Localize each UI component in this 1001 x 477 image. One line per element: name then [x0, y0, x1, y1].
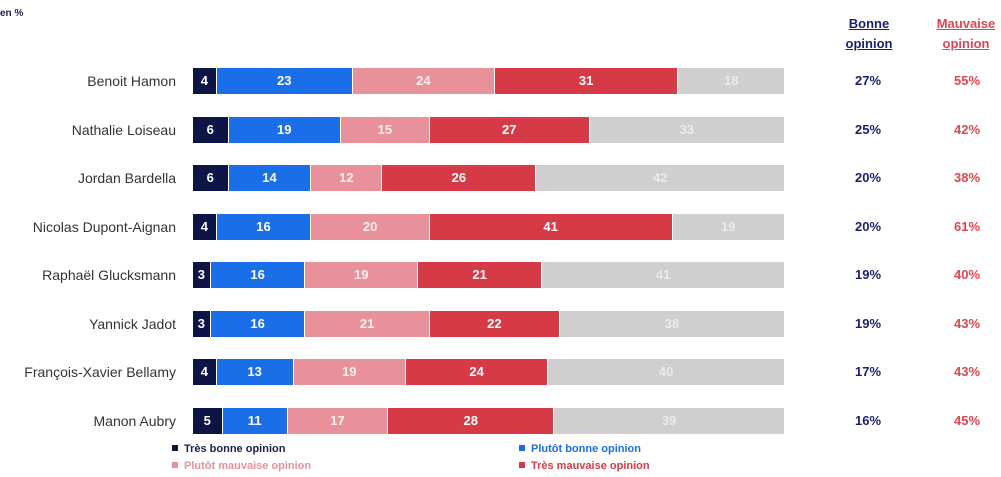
- bar-segment: 28: [388, 408, 554, 434]
- mauvaise-opinion-value: 43%: [953, 364, 981, 379]
- bar-segment: 42: [536, 165, 784, 191]
- legend-label: Très bonne opinion: [184, 443, 286, 455]
- bar-segment: 21: [305, 311, 429, 337]
- row-label: Yannick Jadot: [89, 316, 176, 332]
- legend-item: Très mauvaise opinion: [519, 460, 650, 472]
- bar-segment: 14: [228, 165, 311, 191]
- header-bonne-line1: Bonne: [848, 16, 890, 31]
- row-label: Manon Aubry: [93, 413, 177, 429]
- bonne-opinion-value: 20%: [854, 170, 882, 185]
- legend-label: Très mauvaise opinion: [531, 460, 650, 472]
- mauvaise-opinion-value: 55%: [953, 73, 981, 88]
- bar-segment: 19: [293, 359, 406, 385]
- bar-segment: 26: [382, 165, 536, 191]
- mauvaise-opinion-value: 45%: [953, 413, 981, 428]
- bar-segment: 24: [352, 68, 494, 94]
- bar-segment: 13: [216, 359, 293, 385]
- row-label: Jordan Bardella: [77, 170, 176, 186]
- header-mauvaise-line2: opinion: [942, 36, 990, 51]
- bonne-opinion-value: 20%: [854, 219, 882, 234]
- bar-segment: 4: [193, 359, 216, 385]
- bar-segment: 38: [560, 311, 784, 337]
- bar-segment: 4: [193, 68, 216, 94]
- legend-item: Plutôt bonne opinion: [519, 443, 641, 455]
- bar-segment: 19: [305, 262, 417, 288]
- row-label: Nathalie Loiseau: [71, 122, 176, 138]
- legend-label: Plutôt bonne opinion: [531, 443, 641, 455]
- bar-segment: 3: [193, 311, 210, 337]
- legend-swatch: [519, 445, 525, 451]
- bar-segment: 31: [494, 68, 678, 94]
- legend-item: Très bonne opinion: [172, 443, 285, 455]
- bar-segment: 16: [210, 262, 305, 288]
- bar-segment: 6: [193, 117, 228, 143]
- row-label: Benoit Hamon: [87, 73, 176, 89]
- bar-segment: 4: [193, 214, 216, 240]
- bar-segment: 11: [222, 408, 287, 434]
- bar-segment: 23: [216, 68, 352, 94]
- bar-segment: 33: [589, 117, 784, 143]
- legend-swatch: [172, 462, 178, 468]
- bar-segment: 27: [429, 117, 589, 143]
- bar-segment: 20: [311, 214, 429, 240]
- bar-segment: 6: [193, 165, 228, 191]
- bar-segment: 22: [429, 311, 560, 337]
- mauvaise-opinion-value: 40%: [953, 267, 981, 282]
- bonne-opinion-value: 19%: [854, 316, 882, 331]
- bar-segment: 19: [672, 214, 784, 240]
- bonne-opinion-value: 27%: [854, 73, 882, 88]
- bonne-opinion-value: 19%: [854, 267, 882, 282]
- unit-label: en %: [0, 8, 24, 19]
- legend-label: Plutôt mauvaise opinion: [184, 460, 312, 472]
- bar-segment: 17: [287, 408, 388, 434]
- bar-segment: 16: [210, 311, 305, 337]
- mauvaise-opinion-value: 43%: [953, 316, 981, 331]
- bar-segment: 41: [429, 214, 672, 240]
- legend-swatch: [172, 445, 178, 451]
- row-label: Nicolas Dupont-Aignan: [32, 219, 176, 235]
- bar-segment: 21: [417, 262, 542, 288]
- header-bonne-opinion: Bonne opinion: [829, 14, 909, 54]
- bar-segment: 41: [542, 262, 784, 288]
- mauvaise-opinion-value: 38%: [953, 170, 981, 185]
- bonne-opinion-value: 16%: [854, 413, 882, 428]
- mauvaise-opinion-value: 42%: [953, 122, 981, 137]
- bar-segment: 18: [678, 68, 784, 94]
- header-mauvaise-opinion: Mauvaise opinion: [926, 14, 1001, 54]
- mauvaise-opinion-value: 61%: [953, 219, 981, 234]
- bar-segment: 15: [341, 117, 429, 143]
- bonne-opinion-value: 17%: [854, 364, 882, 379]
- bar-segment: 39: [554, 408, 784, 434]
- row-label: François-Xavier Bellamy: [24, 364, 176, 380]
- legend-swatch: [519, 462, 525, 468]
- bar-segment: 19: [228, 117, 340, 143]
- bar-segment: 5: [193, 408, 222, 434]
- bar-segment: 40: [548, 359, 784, 385]
- row-label: Raphaël Glucksmann: [42, 267, 176, 283]
- bonne-opinion-value: 25%: [854, 122, 882, 137]
- bar-segment: 16: [216, 214, 311, 240]
- legend-item: Plutôt mauvaise opinion: [172, 460, 311, 472]
- bar-segment: 12: [311, 165, 382, 191]
- header-bonne-line2: opinion: [845, 36, 893, 51]
- bar-segment: 3: [193, 262, 210, 288]
- header-mauvaise-line1: Mauvaise: [936, 16, 996, 31]
- bar-segment: 24: [406, 359, 548, 385]
